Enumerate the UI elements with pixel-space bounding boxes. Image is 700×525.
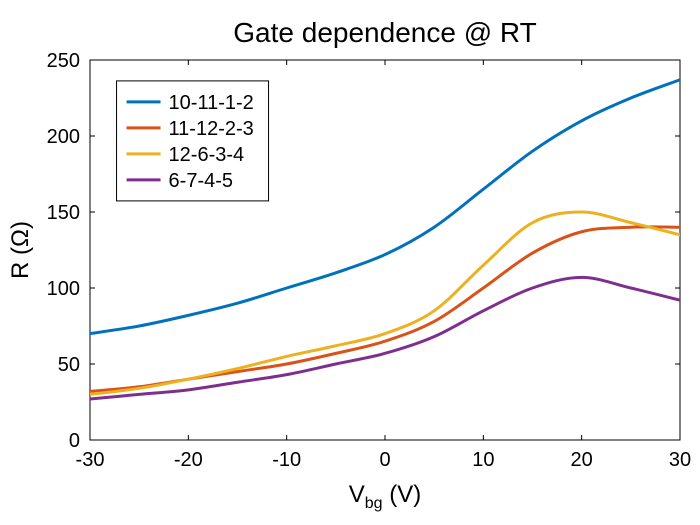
y-tick-label: 100 <box>47 278 80 300</box>
legend: 10-11-1-2 11-12-2-3 12-6-3-4 6-7-4-5 <box>117 81 269 201</box>
chart-title: Gate dependence @ RT <box>233 17 536 48</box>
plot-bg <box>0 0 700 525</box>
legend-label: 12-6-3-4 <box>169 144 245 166</box>
y-tick-label: 200 <box>47 126 80 148</box>
legend-label: 11-12-2-3 <box>169 118 254 140</box>
y-tick-label: 0 <box>69 430 80 452</box>
chart-svg: -30 -20 -10 0 10 20 30 0 50 100 150 200 250 Gate depe… <box>0 0 700 525</box>
gate-dependence-chart: -30 -20 -10 0 10 20 30 0 50 100 150 200 250 Gate depe… <box>0 0 700 525</box>
x-tick-label: -20 <box>174 449 203 471</box>
x-tick-label: 0 <box>379 449 390 471</box>
y-tick-label: 250 <box>47 50 80 72</box>
x-tick-label: 20 <box>571 449 593 471</box>
x-tick-label: -10 <box>272 449 301 471</box>
y-tick-label: 50 <box>58 354 80 376</box>
legend-label: 10-11-1-2 <box>169 92 254 114</box>
x-tick-label: 30 <box>669 449 691 471</box>
y-tick-label: 150 <box>47 202 80 224</box>
x-axis-label: Vbg (V) <box>349 481 421 512</box>
x-tick-label: -30 <box>76 449 105 471</box>
x-tick-label: 10 <box>472 449 494 471</box>
legend-label: 6-7-4-5 <box>169 170 233 192</box>
y-axis-label: R (Ω) <box>7 221 34 279</box>
